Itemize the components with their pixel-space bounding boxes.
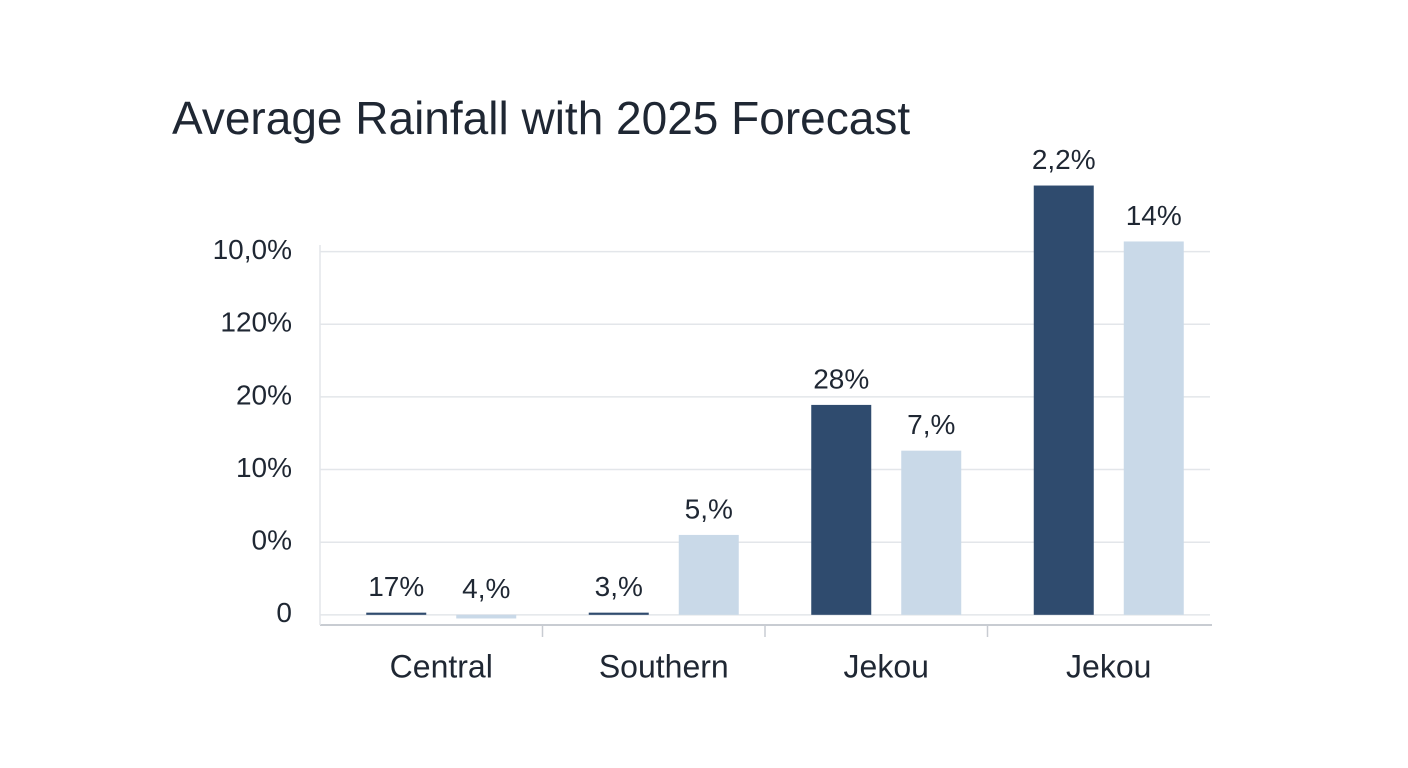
x-tick-label: Jekou xyxy=(844,648,929,684)
bar xyxy=(811,404,872,615)
x-tick-label: Central xyxy=(390,648,493,684)
bar xyxy=(588,612,649,615)
y-tick-label: 20% xyxy=(236,379,292,410)
bar xyxy=(678,534,739,615)
value-label: 5,% xyxy=(685,493,733,524)
y-tick-label: 0 xyxy=(276,597,292,628)
chart-title: Average Rainfall with 2025 Forecast xyxy=(172,92,910,144)
bar xyxy=(1033,185,1094,615)
value-label: 4,% xyxy=(462,573,510,604)
value-label: 28% xyxy=(813,363,869,394)
y-tick-label: 10% xyxy=(236,452,292,483)
bar xyxy=(1123,241,1184,615)
value-label: 17% xyxy=(368,571,424,602)
value-label: 2,2% xyxy=(1032,144,1096,175)
y-tick-label: 120% xyxy=(220,307,292,338)
bar xyxy=(456,614,517,619)
value-label: 7,% xyxy=(907,409,955,440)
bar xyxy=(901,450,962,615)
value-label: 3,% xyxy=(595,571,643,602)
value-label: 14% xyxy=(1126,200,1182,231)
x-tick-label: Southern xyxy=(599,648,729,684)
bar xyxy=(366,612,427,615)
y-tick-label: 10,0% xyxy=(213,234,292,265)
x-tick-label: Jekou xyxy=(1066,648,1151,684)
y-tick-label: 0% xyxy=(252,525,292,556)
